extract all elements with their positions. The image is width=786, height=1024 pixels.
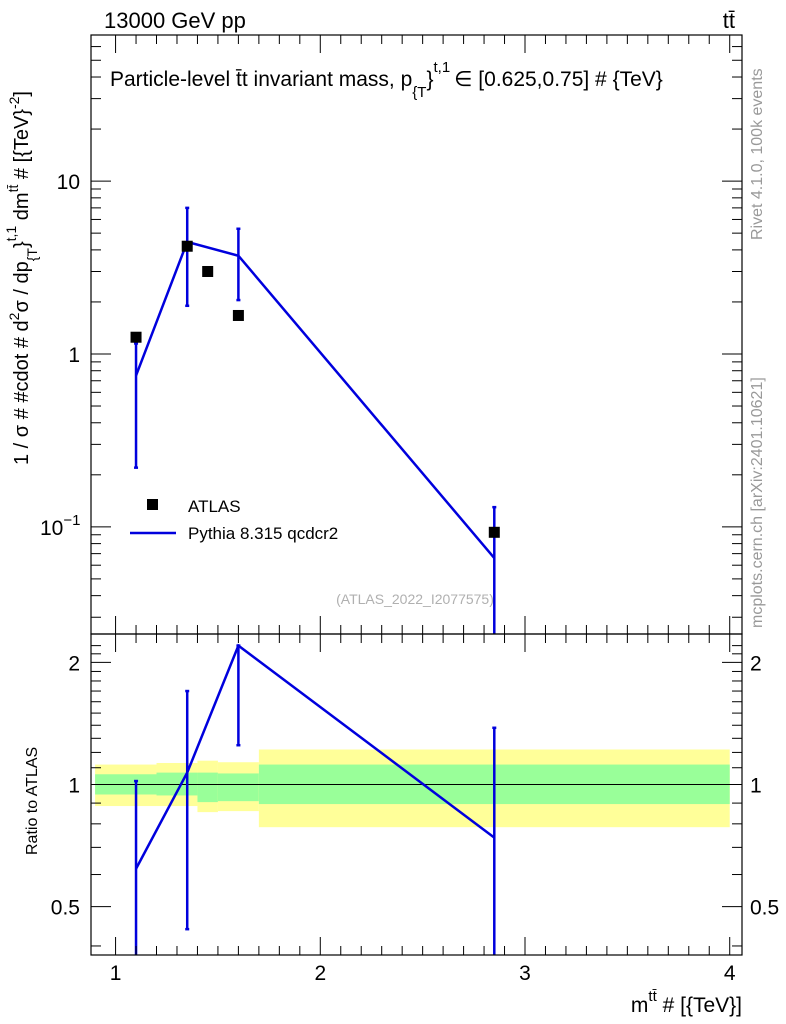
rivet-version: Rivet 4.1.0, 100k events — [749, 68, 766, 240]
x-tick-label: 2 — [314, 962, 326, 985]
x-axis-label: mtt̄ # [{TeV}] — [631, 988, 742, 1017]
atlas-data-point-3 — [232, 309, 244, 321]
ratio-y-tick-label-right: 0.5 — [750, 897, 779, 920]
x-tick-label: 3 — [519, 962, 531, 985]
x-tick-label: 1 — [110, 962, 122, 985]
ratio-frame — [90, 633, 743, 956]
header-energy: 13000 GeV pp — [104, 8, 246, 33]
main-y-tick-label: 1 — [68, 344, 80, 367]
legend-pythia-label: Pythia 8.315 qcdcr2 — [188, 524, 338, 543]
source-label: mcplots.cern.ch [arXiv:2401.10621] — [749, 377, 766, 628]
ratio-y-tick-label-right: 2 — [750, 652, 762, 675]
legend-atlas-marker — [147, 499, 158, 510]
ratio-y-tick-label-left: 1 — [68, 775, 80, 798]
header-process: tt̄ — [723, 8, 735, 33]
legend-atlas-label: ATLAS — [188, 497, 241, 516]
ratio-y-axis-label: Ratio to ATLAS — [24, 747, 41, 855]
ratio-y-tick-label-left: 0.5 — [51, 897, 80, 920]
main-title: Particle-level t̄t invariant mass, p{T}t… — [110, 59, 663, 101]
atlas-data-point-0 — [130, 331, 142, 343]
atlas-data-point-4 — [488, 526, 500, 538]
x-tick-label: 4 — [724, 962, 736, 985]
main-pythia-line — [134, 240, 496, 559]
main-y-tick-label: 10−1 — [40, 512, 80, 540]
main-frame — [90, 34, 743, 635]
atlas-data-point-2 — [202, 265, 214, 277]
ratio-curves — [134, 643, 497, 955]
ratio-band-inner-2 — [197, 772, 218, 803]
main-y-tick-label: 10 — [57, 171, 80, 194]
ratio-y-tick-label-right: 1 — [750, 775, 762, 798]
ratio-uncertainty-bands — [91, 749, 742, 828]
ratio-pythia-line — [134, 643, 496, 870]
main-y-axis-label: 1 / σ # #cdot # d2σ / dp{T}t,1 dmtt̄ # [… — [3, 91, 40, 465]
ratio-y-tick-label-left: 2 — [68, 652, 80, 675]
axes: 1 2 3 4 10−1 1 10 0.5 0.5 1 1 2 2 — [40, 34, 779, 985]
analysis-watermark: (ATLAS_2022_I2077575) — [336, 591, 494, 607]
ratio-band-inner-3 — [217, 773, 259, 802]
atlas-data-point-1 — [181, 240, 193, 252]
main-curves — [130, 206, 500, 634]
